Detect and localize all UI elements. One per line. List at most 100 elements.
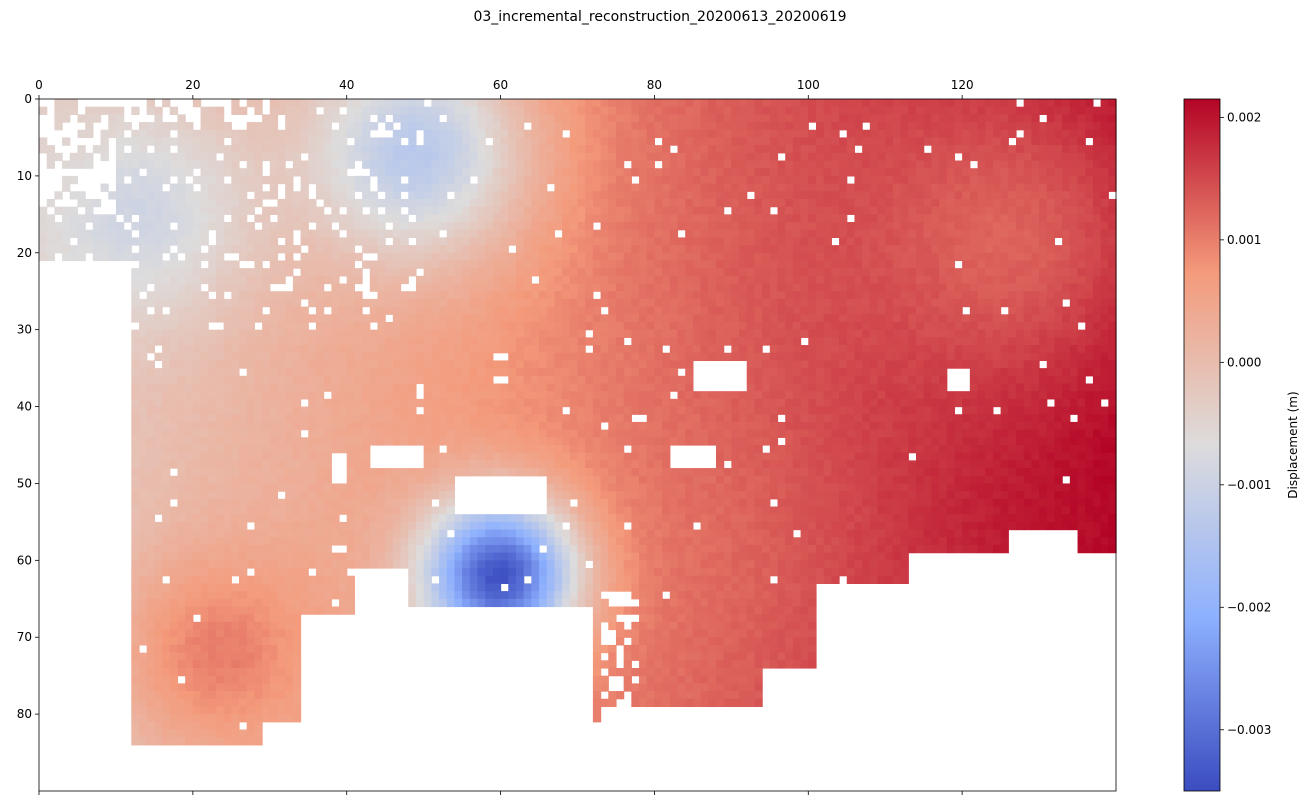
heatmap-cell — [900, 99, 909, 108]
heatmap-cell — [1015, 352, 1025, 362]
heatmap-cell — [246, 252, 255, 262]
heatmap-cell — [285, 306, 294, 315]
heatmap-cell — [931, 245, 940, 254]
heatmap-cell — [1108, 222, 1117, 231]
heatmap-cell — [723, 268, 732, 277]
heatmap-cell — [454, 391, 463, 400]
heatmap-cell — [692, 337, 702, 346]
heatmap-cell — [154, 206, 163, 215]
heatmap-cell — [708, 321, 717, 331]
heatmap-cell — [1054, 252, 1063, 262]
heatmap-cell — [1054, 360, 1063, 369]
heatmap-cell — [139, 183, 148, 192]
heatmap-cell — [1069, 383, 1079, 392]
heatmap-cell — [823, 145, 832, 154]
heatmap-cell — [223, 368, 232, 377]
heatmap-cell — [262, 191, 271, 200]
heatmap-cell — [1039, 375, 1048, 385]
heatmap-cell — [1031, 222, 1040, 231]
heatmap-cells — [39, 99, 1117, 746]
heatmap-cell — [939, 191, 948, 200]
heatmap-cell — [1108, 237, 1117, 246]
heatmap-cell — [646, 145, 656, 154]
heatmap-cell — [592, 298, 602, 308]
heatmap-cell — [46, 245, 55, 254]
heatmap-cell — [362, 198, 371, 208]
heatmap-cell — [154, 122, 163, 131]
heatmap-cell — [508, 214, 517, 223]
heatmap-cell — [577, 252, 586, 262]
heatmap-cell — [808, 145, 817, 154]
heatmap-cell — [792, 291, 802, 300]
heatmap-cell — [246, 314, 255, 323]
heatmap-cell — [592, 137, 602, 146]
heatmap-cell — [808, 175, 817, 185]
heatmap-cell — [577, 352, 586, 362]
heatmap-cell — [777, 222, 786, 231]
heatmap-cell — [477, 391, 486, 400]
heatmap-cell — [577, 275, 586, 285]
heatmap-cell — [954, 191, 963, 200]
heatmap-cell — [908, 168, 917, 177]
heatmap-cell — [1100, 291, 1109, 300]
heatmap-cell — [477, 375, 486, 385]
heatmap-cell — [408, 252, 417, 262]
heatmap-cell — [200, 321, 209, 331]
heatmap-cell — [769, 391, 779, 400]
heatmap-cell — [1085, 214, 1094, 223]
heatmap-cell — [385, 168, 394, 177]
heatmap-cell — [246, 360, 255, 369]
heatmap-cell — [554, 345, 563, 354]
heatmap-cell — [346, 283, 355, 292]
heatmap-cell — [669, 314, 679, 323]
heatmap-cell — [954, 306, 963, 315]
heatmap-cell — [1069, 314, 1079, 323]
heatmap-cell — [477, 183, 486, 192]
heatmap-cell — [577, 329, 586, 338]
heatmap-cell — [292, 345, 302, 354]
heatmap-cell — [239, 283, 248, 292]
heatmap-cell — [1023, 145, 1032, 154]
heatmap-cell — [377, 337, 386, 346]
heatmap-cell — [692, 306, 702, 315]
heatmap-cell — [392, 383, 402, 392]
heatmap-cell — [177, 314, 186, 323]
heatmap-cell — [923, 252, 932, 262]
heatmap-cell — [754, 345, 763, 354]
heatmap-cell — [1100, 206, 1109, 215]
heatmap-cell — [292, 391, 302, 400]
heatmap-cell — [992, 368, 1002, 377]
heatmap-cell — [123, 252, 132, 262]
heatmap-cell — [485, 191, 494, 200]
heatmap-cell — [423, 337, 432, 346]
heatmap-cell — [615, 168, 625, 177]
heatmap-cell — [1000, 345, 1009, 354]
heatmap-cell — [954, 106, 963, 115]
heatmap-cell — [792, 237, 802, 246]
heatmap-cell — [623, 375, 632, 385]
heatmap-cell — [1039, 383, 1048, 392]
heatmap-cell — [700, 175, 709, 185]
heatmap-cell — [1023, 191, 1032, 200]
heatmap-cell — [900, 145, 909, 154]
heatmap-cell — [462, 122, 471, 131]
heatmap-cell — [1077, 122, 1086, 131]
heatmap-cell — [492, 222, 502, 231]
heatmap-cell — [600, 106, 609, 115]
heatmap-cell — [1077, 375, 1086, 385]
heatmap-cell — [469, 214, 479, 223]
heatmap-cell — [115, 245, 125, 254]
heatmap-cell — [569, 145, 579, 154]
heatmap-cell — [154, 391, 163, 400]
heatmap-cell — [1108, 391, 1117, 400]
heatmap-cell — [92, 237, 102, 246]
heatmap-cell — [469, 283, 479, 292]
heatmap-cell — [369, 152, 379, 162]
heatmap-cell — [208, 183, 217, 192]
heatmap-cell — [900, 345, 909, 354]
heatmap-cell — [346, 122, 355, 131]
heatmap-cell — [1085, 283, 1094, 292]
heatmap-cell — [792, 383, 802, 392]
heatmap-cell — [731, 345, 740, 354]
heatmap-cell — [531, 321, 540, 331]
